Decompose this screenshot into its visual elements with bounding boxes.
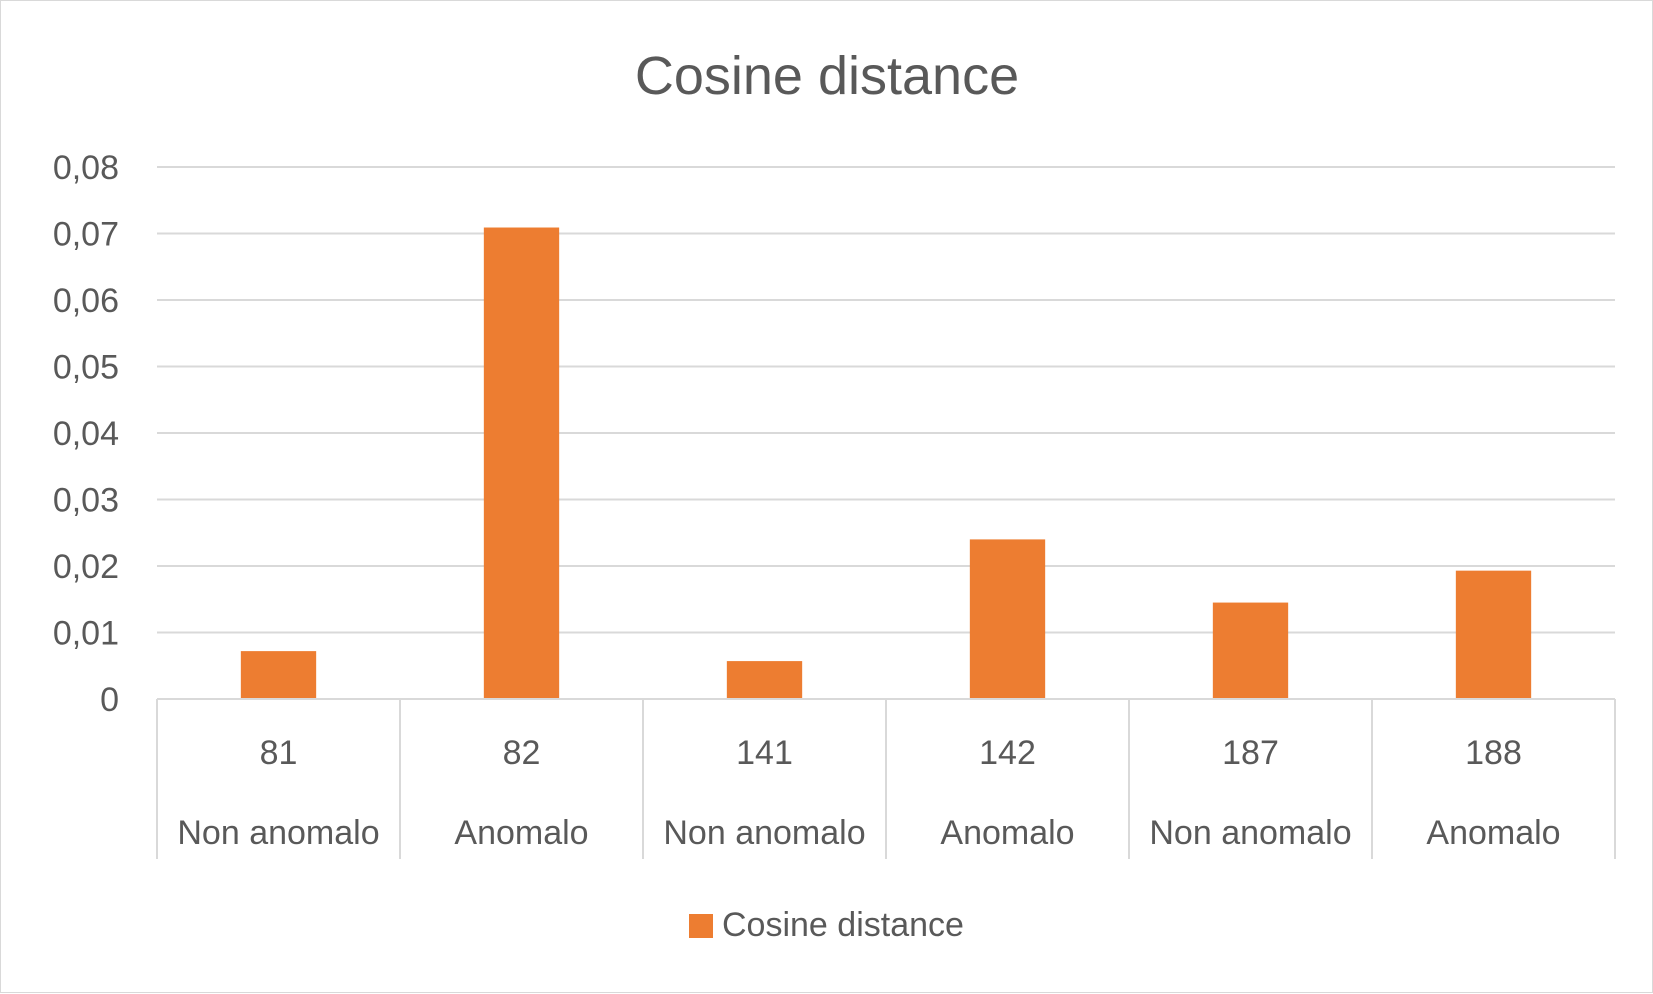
legend: Cosine distance xyxy=(689,906,964,944)
x-tick-label: 187 xyxy=(1222,734,1279,772)
x-tick-label: 142 xyxy=(979,734,1036,772)
y-tick-label: 0,02 xyxy=(53,548,119,586)
y-tick-label: 0,05 xyxy=(53,349,119,387)
bar xyxy=(969,539,1046,699)
bar xyxy=(1455,570,1532,699)
bar xyxy=(726,661,803,699)
y-tick-label: 0,08 xyxy=(53,149,119,187)
x-tick-label: 81 xyxy=(260,734,298,772)
y-tick-label: 0,03 xyxy=(53,482,119,520)
y-tick-label: 0,01 xyxy=(53,615,119,653)
y-tick-label: 0,06 xyxy=(53,282,119,320)
x-tick-group-label: Non anomalo xyxy=(663,814,865,852)
y-tick-label: 0 xyxy=(100,681,119,719)
x-tick-group-label: Anomalo xyxy=(1426,814,1560,852)
legend-label: Cosine distance xyxy=(722,906,964,944)
gridlines xyxy=(157,166,1615,634)
y-tick-label: 0,07 xyxy=(53,216,119,254)
x-axis xyxy=(156,698,1616,859)
x-tick-group-label: Anomalo xyxy=(940,814,1074,852)
x-tick-label: 141 xyxy=(736,734,793,772)
legend-swatch xyxy=(689,914,713,938)
bar xyxy=(240,651,317,699)
y-axis-tick-labels: 0 0,01 0,02 0,03 0,04 0,05 0,06 0,07 0,08 xyxy=(53,149,119,719)
x-tick-label: 188 xyxy=(1465,734,1522,772)
bars xyxy=(240,227,1532,699)
chart-title: Cosine distance xyxy=(635,46,1019,106)
x-tick-label: 82 xyxy=(503,734,541,772)
x-tick-group-label: Non anomalo xyxy=(1149,814,1351,852)
x-axis-tick-labels: 81 Non anomalo 82 Anomalo 141 Non anomalo 142 A… xyxy=(177,734,1560,852)
bar xyxy=(483,227,560,699)
y-tick-label: 0,04 xyxy=(53,415,119,453)
x-tick-group-label: Anomalo xyxy=(454,814,588,852)
x-tick-group-label: Non anomalo xyxy=(177,814,379,852)
bar xyxy=(1212,602,1289,699)
